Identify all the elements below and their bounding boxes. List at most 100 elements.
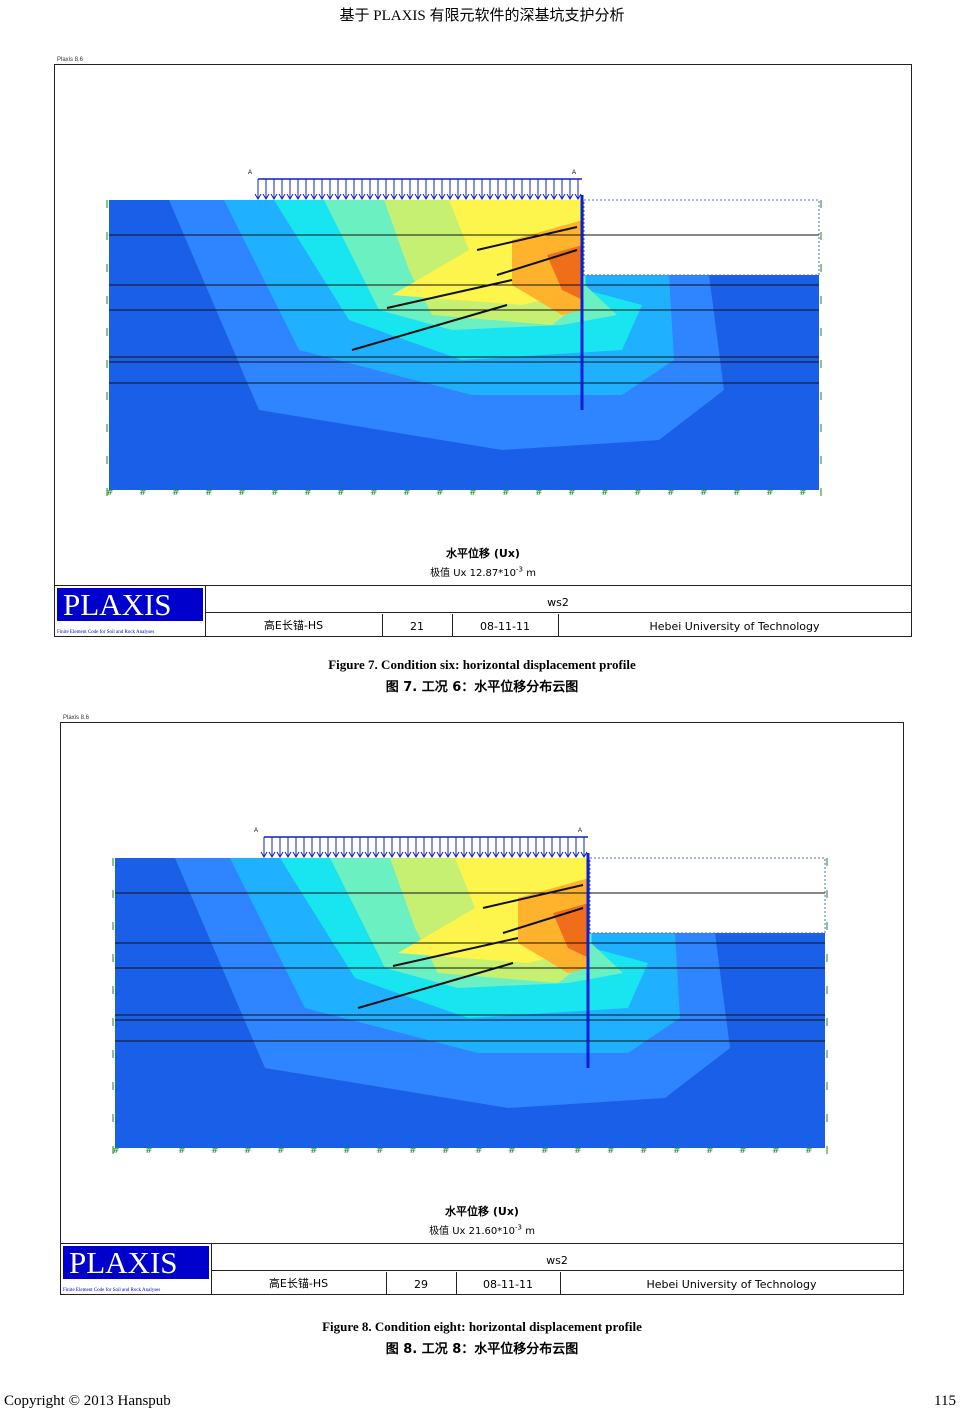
fixity-mark: # — [700, 488, 708, 498]
load-arrow — [444, 837, 452, 858]
load-arrow — [292, 837, 300, 858]
fixity-mark: # — [601, 488, 609, 498]
fixity-mark: # — [673, 1146, 681, 1156]
load-arrow — [558, 179, 566, 200]
figure-8-caption-zh: 图 8. 工况 8：水平位移分布云图 — [385, 1342, 579, 1357]
load-arrow — [404, 837, 412, 858]
load-arrow — [412, 837, 420, 858]
figure-8-caption-en: Figure 8. Condition eight: horizontal di… — [322, 1319, 642, 1334]
load-arrow — [364, 837, 372, 858]
load-arrow — [556, 837, 564, 858]
load-label: A — [248, 170, 252, 176]
date: 08-11-11 — [480, 620, 530, 633]
fixity-mark: # — [205, 488, 213, 498]
load-arrow — [526, 179, 534, 200]
load-arrow — [318, 179, 326, 200]
fixity-mark: # — [310, 1146, 318, 1156]
ground-anchor — [357, 962, 514, 1009]
load-arrow — [518, 179, 526, 200]
date: 08-11-11 — [483, 1278, 533, 1291]
ground-anchor — [496, 249, 578, 276]
fixity-mark: # — [271, 488, 279, 498]
load-arrow — [484, 837, 492, 858]
contour-band — [553, 903, 589, 958]
load-arrow — [334, 179, 342, 200]
fixity-mark: # — [304, 488, 312, 498]
load-label: A — [254, 828, 258, 834]
load-arrow — [492, 837, 500, 858]
fixity-mark: # — [337, 488, 345, 498]
load-arrow — [502, 179, 510, 200]
user-name: Hebei University of Technology — [649, 620, 820, 633]
contour-plot: # # # # # # # # # # # # # # # # # # # # # # A A — [106, 170, 822, 498]
load-arrow — [414, 179, 422, 200]
load-label: A — [578, 828, 582, 834]
step-number: 21 — [410, 620, 424, 633]
load-arrow — [388, 837, 396, 858]
fixity-mark: # — [370, 488, 378, 498]
load-arrow — [454, 179, 462, 200]
program-tag: Plaxis 8.6 — [57, 57, 84, 63]
load-arrow — [500, 837, 508, 858]
excavated-zone — [589, 857, 826, 934]
fixity-mark: # — [541, 1146, 549, 1156]
load-arrow — [284, 837, 292, 858]
fixity-mark: # — [667, 488, 675, 498]
fixity-mark: # — [112, 1146, 120, 1156]
load-arrow — [262, 179, 270, 200]
load-arrow — [550, 179, 558, 200]
title-block: PLAXIS Finite Element Code for Soil and … — [55, 585, 911, 636]
load-arrow — [446, 179, 454, 200]
fixity-mark: # — [475, 1146, 483, 1156]
page-number: 115 — [934, 1393, 956, 1409]
fixity-mark: # — [706, 1146, 714, 1156]
load-arrow — [476, 837, 484, 858]
fixity-mark: # — [766, 488, 774, 498]
fixity-mark: # — [469, 488, 477, 498]
load-arrow — [372, 837, 380, 858]
load-arrow — [462, 179, 470, 200]
load-arrow — [302, 179, 310, 200]
load-arrow — [342, 179, 350, 200]
load-arrow — [348, 837, 356, 858]
load-arrow — [516, 837, 524, 858]
load-arrow — [278, 179, 286, 200]
load-arrow — [276, 837, 284, 858]
fixity-mark: # — [640, 1146, 648, 1156]
load-arrow — [374, 179, 382, 200]
fixity-mark: # — [535, 488, 543, 498]
load-arrow — [396, 837, 404, 858]
load-arrow — [468, 837, 476, 858]
load-arrow — [460, 837, 468, 858]
load-arrow — [420, 837, 428, 858]
plaxis-logo: PLAXIS Finite Element Code for Soil and … — [55, 586, 206, 636]
plaxis-logo: PLAXIS Finite Element Code for Soil and … — [61, 1244, 212, 1294]
figure-8-frame: Plaxis 8.6 # # # # # # # # # # # # # # # # # # # # # # A A 水平位移… — [60, 715, 904, 1295]
contour-band — [547, 245, 583, 300]
load-arrow — [294, 179, 302, 200]
load-arrow — [580, 837, 588, 858]
plot-title: 水平位移 (Ux) — [445, 1205, 519, 1218]
fixity-mark: # — [799, 488, 807, 498]
load-arrow — [324, 837, 332, 858]
load-label: A — [572, 170, 576, 176]
fixity-mark: # — [568, 488, 576, 498]
load-arrow — [478, 179, 486, 200]
load-arrow — [286, 179, 294, 200]
extreme-value: 极值 Ux 21.60*10-3 m — [429, 1223, 535, 1237]
project-name: ws2 — [547, 596, 569, 609]
load-arrow — [398, 179, 406, 200]
load-arrow — [542, 179, 550, 200]
load-arrow — [494, 179, 502, 200]
figure-7-caption-zh: 图 7. 工况 6：水平位移分布云图 — [385, 680, 579, 695]
load-arrow — [380, 837, 388, 858]
fixity-mark: # — [139, 488, 147, 498]
fixity-mark: # — [244, 1146, 252, 1156]
plot-title: 水平位移 (Ux) — [446, 547, 520, 560]
load-arrow — [510, 179, 518, 200]
load-arrow — [308, 837, 316, 858]
program-tag: Plaxis 8.6 — [63, 715, 90, 721]
fixity-mark: # — [607, 1146, 615, 1156]
load-arrow — [270, 179, 278, 200]
load-arrow — [300, 837, 308, 858]
